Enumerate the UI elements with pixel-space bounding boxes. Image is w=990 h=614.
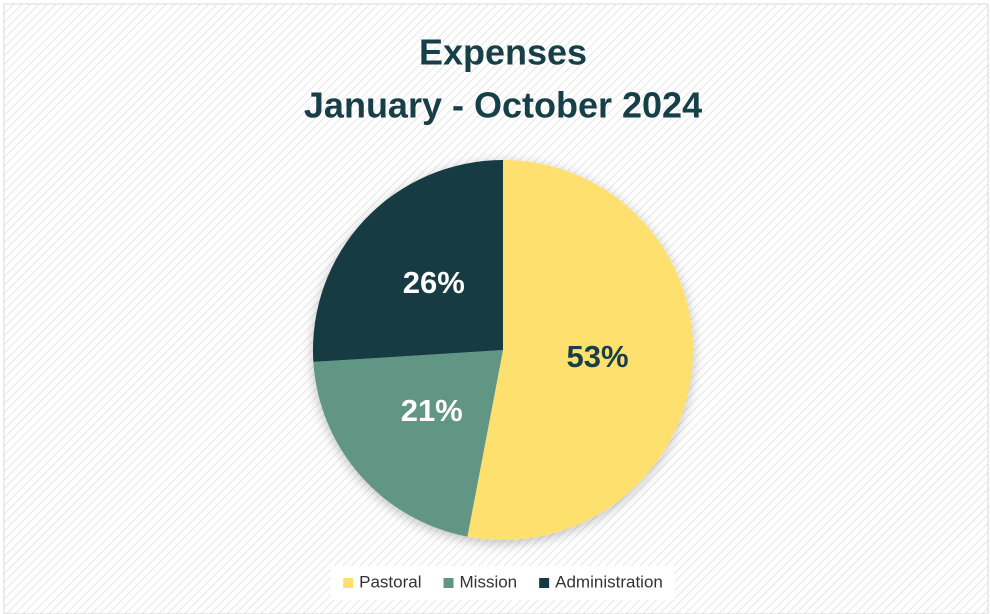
chart-subtitle: January - October 2024 bbox=[304, 85, 702, 126]
legend-swatch bbox=[343, 578, 354, 588]
legend-swatch bbox=[443, 578, 454, 588]
pie-slice bbox=[467, 160, 693, 540]
value-label: 26% bbox=[403, 265, 465, 300]
legend-label: Administration bbox=[555, 572, 663, 591]
legend-swatch bbox=[539, 578, 550, 588]
value-label: 21% bbox=[401, 393, 463, 428]
legend-background bbox=[331, 566, 675, 600]
pie-slice bbox=[313, 160, 503, 362]
chart-title: Expenses bbox=[419, 32, 587, 73]
legend-label: Mission bbox=[460, 572, 518, 591]
legend-label: Pastoral bbox=[359, 572, 421, 591]
value-label: 53% bbox=[567, 339, 629, 374]
pie bbox=[313, 160, 693, 540]
pie-slice bbox=[313, 350, 503, 537]
